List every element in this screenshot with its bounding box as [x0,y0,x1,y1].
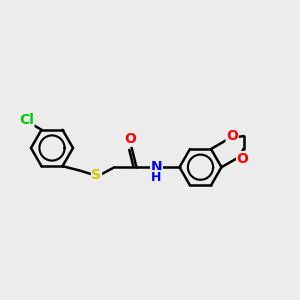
Text: H: H [151,171,162,184]
Text: Cl: Cl [19,113,34,127]
Text: O: O [124,132,136,146]
Text: O: O [237,152,249,166]
Text: S: S [92,168,101,182]
Text: N: N [151,160,162,174]
Text: O: O [226,130,238,143]
